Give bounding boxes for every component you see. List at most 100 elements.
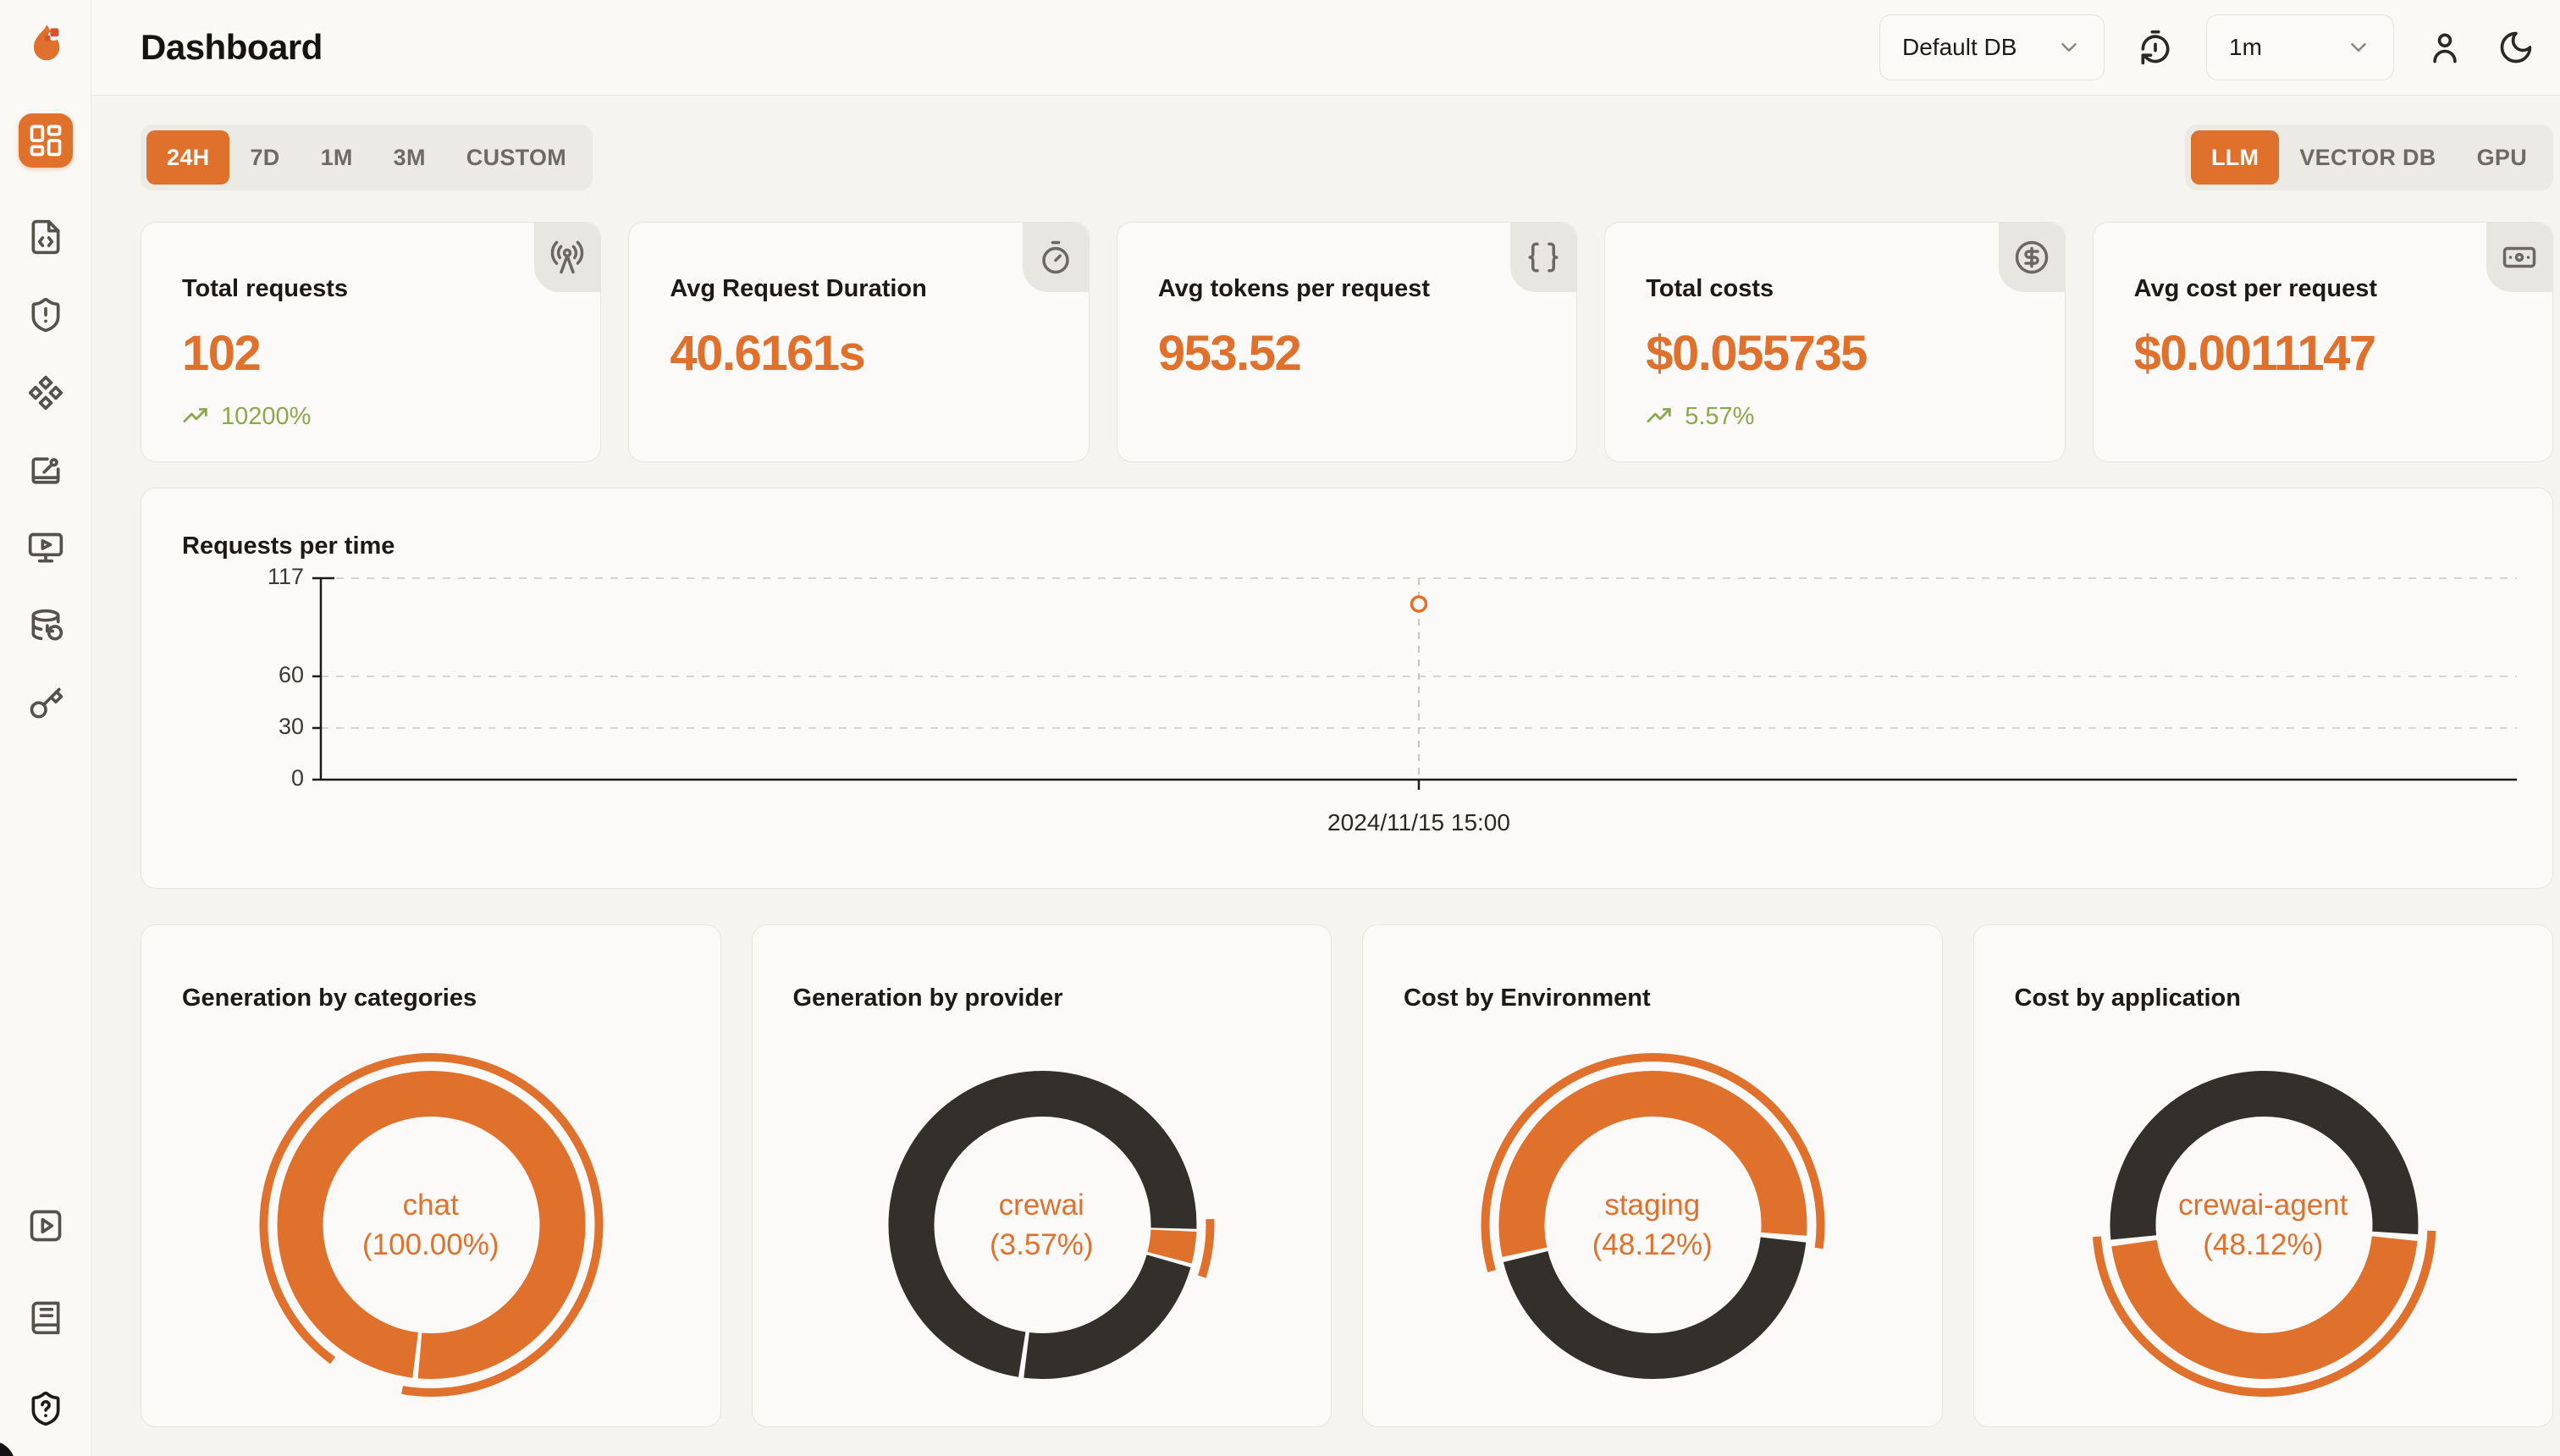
tab-llm[interactable]: LLM bbox=[2190, 130, 2280, 185]
sidebar-item-api-keys[interactable] bbox=[19, 677, 73, 731]
user-icon bbox=[2433, 33, 2457, 63]
app-logo-icon bbox=[33, 25, 59, 61]
stat-value: 102 bbox=[182, 326, 262, 381]
timer-icon bbox=[1042, 240, 1069, 274]
stat-card-avg-cost: Avg cost per request $0.0011147 bbox=[2092, 222, 2554, 462]
database-select[interactable]: Default DB bbox=[1879, 14, 2105, 80]
donut-center-label: staging (48.12%) bbox=[1592, 1188, 1713, 1261]
svg-text:0: 0 bbox=[291, 765, 304, 791]
sidebar-item-datasets[interactable] bbox=[19, 599, 73, 654]
svg-text:30: 30 bbox=[279, 714, 304, 739]
stat-title: Avg tokens per request bbox=[1157, 275, 1431, 302]
key-icon bbox=[30, 687, 63, 719]
shield-alert-icon bbox=[31, 297, 59, 333]
sidebar-item-tutorials[interactable] bbox=[19, 1199, 73, 1253]
donut-chart bbox=[259, 1053, 604, 1397]
stat-title: Total costs bbox=[1646, 275, 1774, 302]
donut-chart bbox=[1481, 1053, 1825, 1379]
donut-title: Generation by categories bbox=[182, 984, 477, 1012]
history-button[interactable] bbox=[2135, 27, 2176, 68]
tab-7d[interactable]: 7D bbox=[250, 144, 280, 170]
donut-center-label: chat (100.00%) bbox=[362, 1188, 499, 1261]
database-select-value: Default DB bbox=[1902, 34, 2017, 60]
main-content: 24H 7D 1M 3M CUSTOM LLM VECTOR DB GPU bbox=[141, 96, 2554, 1427]
stat-title: Total requests bbox=[182, 275, 349, 302]
tab-vector-db[interactable]: VECTOR DB bbox=[2299, 144, 2436, 170]
donut-title: Generation by provider bbox=[792, 984, 1063, 1012]
donut-row: Generation by categories chat (100.00%) G… bbox=[141, 924, 2553, 1427]
tab-24h[interactable]: 24H bbox=[146, 130, 230, 185]
sidebar-item-evaluations[interactable] bbox=[19, 444, 73, 498]
sidebar-item-playground[interactable] bbox=[19, 521, 73, 576]
stat-trend: 10200% bbox=[182, 402, 560, 431]
tab-3m[interactable]: 3M bbox=[393, 144, 426, 170]
stat-title: Avg cost per request bbox=[2133, 275, 2378, 302]
shield-question-icon bbox=[31, 1391, 59, 1426]
donut-card-generation-by-categories: Generation by categories chat (100.00%) bbox=[141, 924, 721, 1427]
tab-custom[interactable]: CUSTOM bbox=[466, 144, 567, 170]
tab-gpu[interactable]: GPU bbox=[2476, 144, 2527, 170]
interval-select-value: 1m bbox=[2229, 34, 2262, 60]
donut-title: Cost by application bbox=[2014, 984, 2241, 1012]
sidebar-item-dashboard[interactable] bbox=[18, 113, 73, 168]
stat-value: $0.0011147 bbox=[2133, 326, 2377, 381]
sidebar-item-docs[interactable] bbox=[19, 1290, 73, 1344]
stat-title: Avg Request Duration bbox=[670, 275, 927, 302]
tab-1m[interactable]: 1M bbox=[320, 144, 353, 170]
stats-row: Total requests 102 10200% Avg Request Du… bbox=[141, 222, 2554, 462]
sidebar bbox=[0, 0, 91, 1456]
user-button[interactable] bbox=[2425, 27, 2465, 68]
line-chart-plot: 0 30 60 117 2024/11/15 15:00 bbox=[268, 564, 2517, 836]
trending-up-icon bbox=[183, 408, 207, 423]
donut-center-label: crewai-agent (48.12%) bbox=[2178, 1188, 2348, 1261]
database-restore-icon bbox=[31, 609, 63, 641]
file-code-icon bbox=[31, 219, 59, 255]
sidebar-item-requests[interactable] bbox=[19, 210, 73, 264]
donut-card-cost-by-environment: Cost by Environment staging (48.12%) bbox=[1362, 924, 1943, 1427]
donut-card-cost-by-application: Cost by application crewai-agent (48.12%) bbox=[1972, 924, 2553, 1427]
components-icon bbox=[28, 375, 63, 411]
resource-tabs: LLM VECTOR DB GPU bbox=[2184, 124, 2553, 190]
donut-title: Cost by Environment bbox=[1404, 984, 1651, 1012]
chevron-down-icon bbox=[2061, 43, 2077, 52]
stat-value: 953.52 bbox=[1157, 326, 1302, 381]
svg-text:60: 60 bbox=[279, 662, 304, 687]
stat-trend: 5.57% bbox=[1646, 402, 2023, 431]
book-icon bbox=[31, 1301, 59, 1335]
banknote-icon bbox=[2502, 246, 2536, 268]
requests-per-time-chart: Requests per time 0 30 60 117 2024/11/15 15:… bbox=[141, 488, 2553, 889]
layout-dashboard-icon bbox=[30, 124, 61, 157]
page-title: Dashboard bbox=[141, 27, 323, 67]
donut-center-label: crewai (3.57%) bbox=[989, 1188, 1094, 1261]
moon-icon bbox=[2500, 31, 2532, 63]
sidebar-item-integrations[interactable] bbox=[19, 366, 73, 420]
history-icon bbox=[2141, 30, 2170, 65]
stat-card-total-costs: Total costs $0.055735 5.57% bbox=[1604, 222, 2066, 462]
stat-card-avg-duration: Avg Request Duration 40.6161s bbox=[628, 222, 1090, 462]
dark-mode-toggle[interactable] bbox=[2496, 27, 2536, 68]
interval-select[interactable]: 1m bbox=[2206, 14, 2394, 80]
square-play-icon bbox=[30, 1210, 61, 1242]
monitor-play-icon bbox=[28, 532, 63, 563]
time-range-tabs: 24H 7D 1M 3M CUSTOM bbox=[141, 124, 593, 190]
radio-tower-icon bbox=[551, 240, 584, 274]
circle-dollar-icon bbox=[2015, 240, 2048, 274]
board-pen-icon bbox=[31, 457, 59, 484]
chart-title: Requests per time bbox=[182, 532, 395, 560]
stat-value: 40.6161s bbox=[670, 326, 865, 381]
sidebar-item-guardrails[interactable] bbox=[19, 288, 73, 342]
svg-text:2024/11/15 15:00: 2024/11/15 15:00 bbox=[1327, 809, 1510, 836]
donut-chart bbox=[888, 1071, 1214, 1379]
stat-card-total-requests: Total requests 102 10200% bbox=[141, 222, 602, 462]
donut-card-generation-by-provider: Generation by provider crewai (3.57%) bbox=[751, 924, 1332, 1427]
braces-icon bbox=[1528, 242, 1559, 273]
trending-up-icon bbox=[1647, 408, 1671, 423]
stat-value: $0.055735 bbox=[1646, 326, 1868, 381]
sidebar-item-help[interactable] bbox=[19, 1382, 73, 1436]
donut-chart bbox=[2092, 1071, 2436, 1397]
svg-text:117: 117 bbox=[268, 564, 304, 589]
top-bar: Dashboard Default DB 1m bbox=[0, 0, 2560, 96]
chevron-down-icon bbox=[2351, 43, 2366, 52]
stat-card-avg-tokens: Avg tokens per request 953.52 bbox=[1116, 222, 1578, 462]
